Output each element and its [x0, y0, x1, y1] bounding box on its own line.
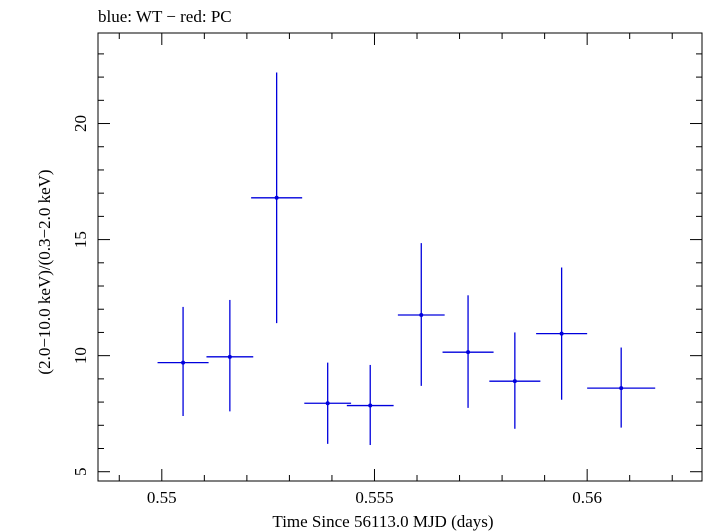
x-axis-label: Time Since 56113.0 MJD (days) — [272, 512, 493, 531]
data-point — [346, 364, 394, 446]
data-point — [442, 295, 494, 408]
data-point-marker — [512, 379, 517, 384]
x-axis-tick-labels: 0.55 0.555 0.56 — [147, 488, 602, 507]
x-tick-label: 0.55 — [147, 488, 177, 507]
x-tick-label: 0.555 — [355, 488, 393, 507]
plot-frame — [97, 32, 703, 482]
y-axis-ticks — [98, 53, 702, 473]
data-point — [489, 332, 541, 429]
data-point-marker — [325, 401, 330, 406]
y-tick-label: 5 — [71, 467, 90, 476]
data-point-marker — [419, 313, 424, 318]
x-tick-label: 0.56 — [572, 488, 602, 507]
data-point-marker — [619, 386, 624, 391]
data-point — [206, 299, 254, 412]
data-point-marker — [368, 403, 373, 408]
data-points — [157, 72, 656, 446]
y-tick-label: 20 — [71, 115, 90, 132]
data-point-marker — [227, 354, 232, 359]
y-tick-label: 15 — [71, 231, 90, 248]
data-point-marker — [274, 195, 279, 200]
data-point — [397, 243, 445, 386]
y-axis-tick-labels: 5 10 15 20 — [71, 115, 90, 476]
data-point-marker — [181, 360, 186, 365]
x-axis-ticks — [118, 33, 673, 481]
data-point — [587, 347, 656, 428]
data-point — [536, 267, 588, 400]
chart-title: blue: WT − red: PC — [98, 7, 232, 26]
data-point — [251, 72, 303, 324]
data-point — [304, 362, 352, 444]
y-tick-label: 10 — [71, 347, 90, 364]
data-point-marker — [559, 331, 564, 336]
data-point — [157, 306, 209, 417]
data-point-marker — [466, 350, 471, 355]
y-axis-label: (2.0−10.0 keV)/(0.3−2.0 keV) — [35, 169, 54, 374]
